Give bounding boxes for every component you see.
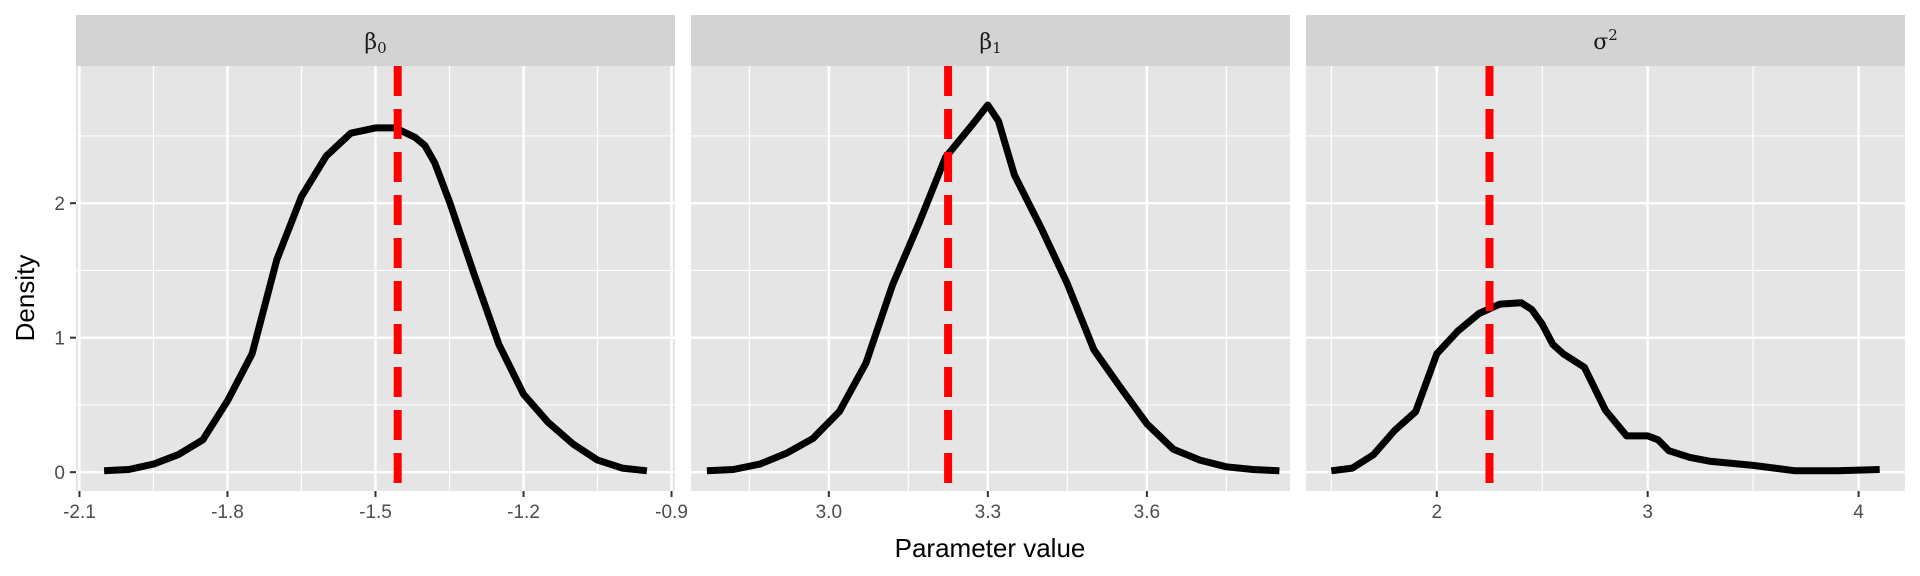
- x-axis-title: Parameter value: [895, 533, 1086, 563]
- x-tick-label: 3.6: [1134, 502, 1160, 523]
- y-axis: 0 1 2: [54, 194, 76, 484]
- facet-strip: [691, 15, 1290, 66]
- x-tick-label: -2.1: [63, 502, 96, 523]
- y-tick-label: 1: [54, 329, 65, 350]
- facet-strip: [76, 15, 675, 66]
- y-tick-label: 0: [54, 463, 65, 484]
- x-tick-label: 3: [1642, 502, 1653, 523]
- density-curve: [706, 101, 1280, 475]
- x-tick-label: -0.9: [655, 502, 688, 523]
- panel-background: [691, 66, 1290, 491]
- x-tick-label: 2: [1431, 502, 1442, 523]
- x-tick-label: 3.3: [975, 502, 1001, 523]
- facet-panel-2: β13.0 3.3 3.6: [691, 15, 1290, 523]
- x-tick-label: -1.2: [507, 502, 540, 523]
- facet-panel-3: σ22 3 4: [1306, 15, 1905, 523]
- x-tick-label: -1.5: [359, 502, 392, 523]
- facet-strip: [1306, 15, 1905, 66]
- y-tick-label: 2: [54, 194, 65, 215]
- density-curve: [1330, 299, 1880, 475]
- y-axis-title: Density: [10, 255, 40, 342]
- facet-panel-1: β0-2.1 -1.8 -1.5 -1.2 -0.9: [63, 15, 688, 523]
- x-tick-label: 3.0: [816, 502, 842, 523]
- x-tick-label: -1.8: [211, 502, 244, 523]
- x-tick-label: 4: [1853, 502, 1864, 523]
